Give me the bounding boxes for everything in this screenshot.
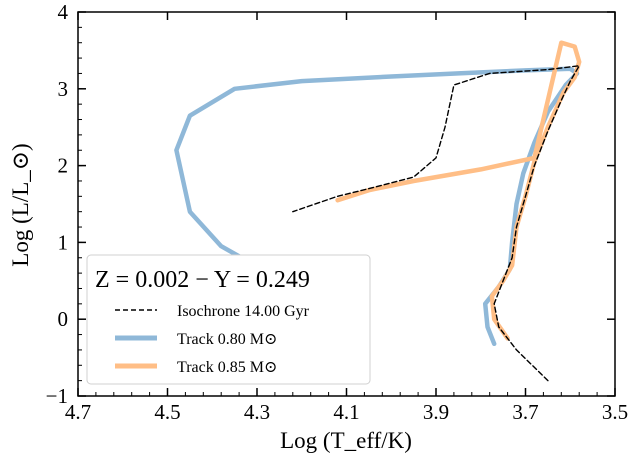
legend-entry-track-085: Track 0.85 M⊙ bbox=[177, 359, 277, 376]
legend-title: Z = 0.002 − Y = 0.249 bbox=[95, 267, 310, 293]
x-tick-label: 4.7 bbox=[65, 400, 91, 424]
x-tick-label: 3.5 bbox=[602, 400, 628, 424]
x-tick-label: 4.1 bbox=[333, 400, 359, 424]
axis-ticks: 4.7 4.5 4.3 4.1 3.9 3.7 3.5 −1 0 1 2 3 4 bbox=[46, 0, 628, 424]
x-tick-label: 4.3 bbox=[244, 400, 270, 424]
y-tick-label: −1 bbox=[46, 384, 68, 408]
track-085-line bbox=[335, 40, 582, 341]
x-tick-label: 3.7 bbox=[512, 400, 538, 424]
x-axis-label: Log (T_eff/K) bbox=[280, 428, 412, 453]
y-tick-label: 4 bbox=[58, 0, 69, 24]
y-tick-label: 2 bbox=[58, 154, 69, 178]
legend-entry-isochrone: Isochrone 14.00 Gyr bbox=[177, 303, 310, 320]
y-tick-label: 1 bbox=[58, 230, 69, 254]
isochrone-line bbox=[292, 65, 580, 382]
legend: Z = 0.002 − Y = 0.249 Isochrone 14.00 Gy… bbox=[86, 254, 371, 385]
legend-box bbox=[86, 254, 371, 385]
legend-entry-track-080: Track 0.80 M⊙ bbox=[177, 331, 277, 348]
y-tick-label: 0 bbox=[58, 307, 69, 331]
series-layer bbox=[174, 40, 582, 382]
y-axis-label: Log (L/L_⊙) bbox=[8, 143, 33, 266]
x-tick-label: 4.5 bbox=[154, 400, 180, 424]
y-tick-label: 3 bbox=[58, 77, 69, 101]
x-tick-label: 3.9 bbox=[423, 400, 449, 424]
